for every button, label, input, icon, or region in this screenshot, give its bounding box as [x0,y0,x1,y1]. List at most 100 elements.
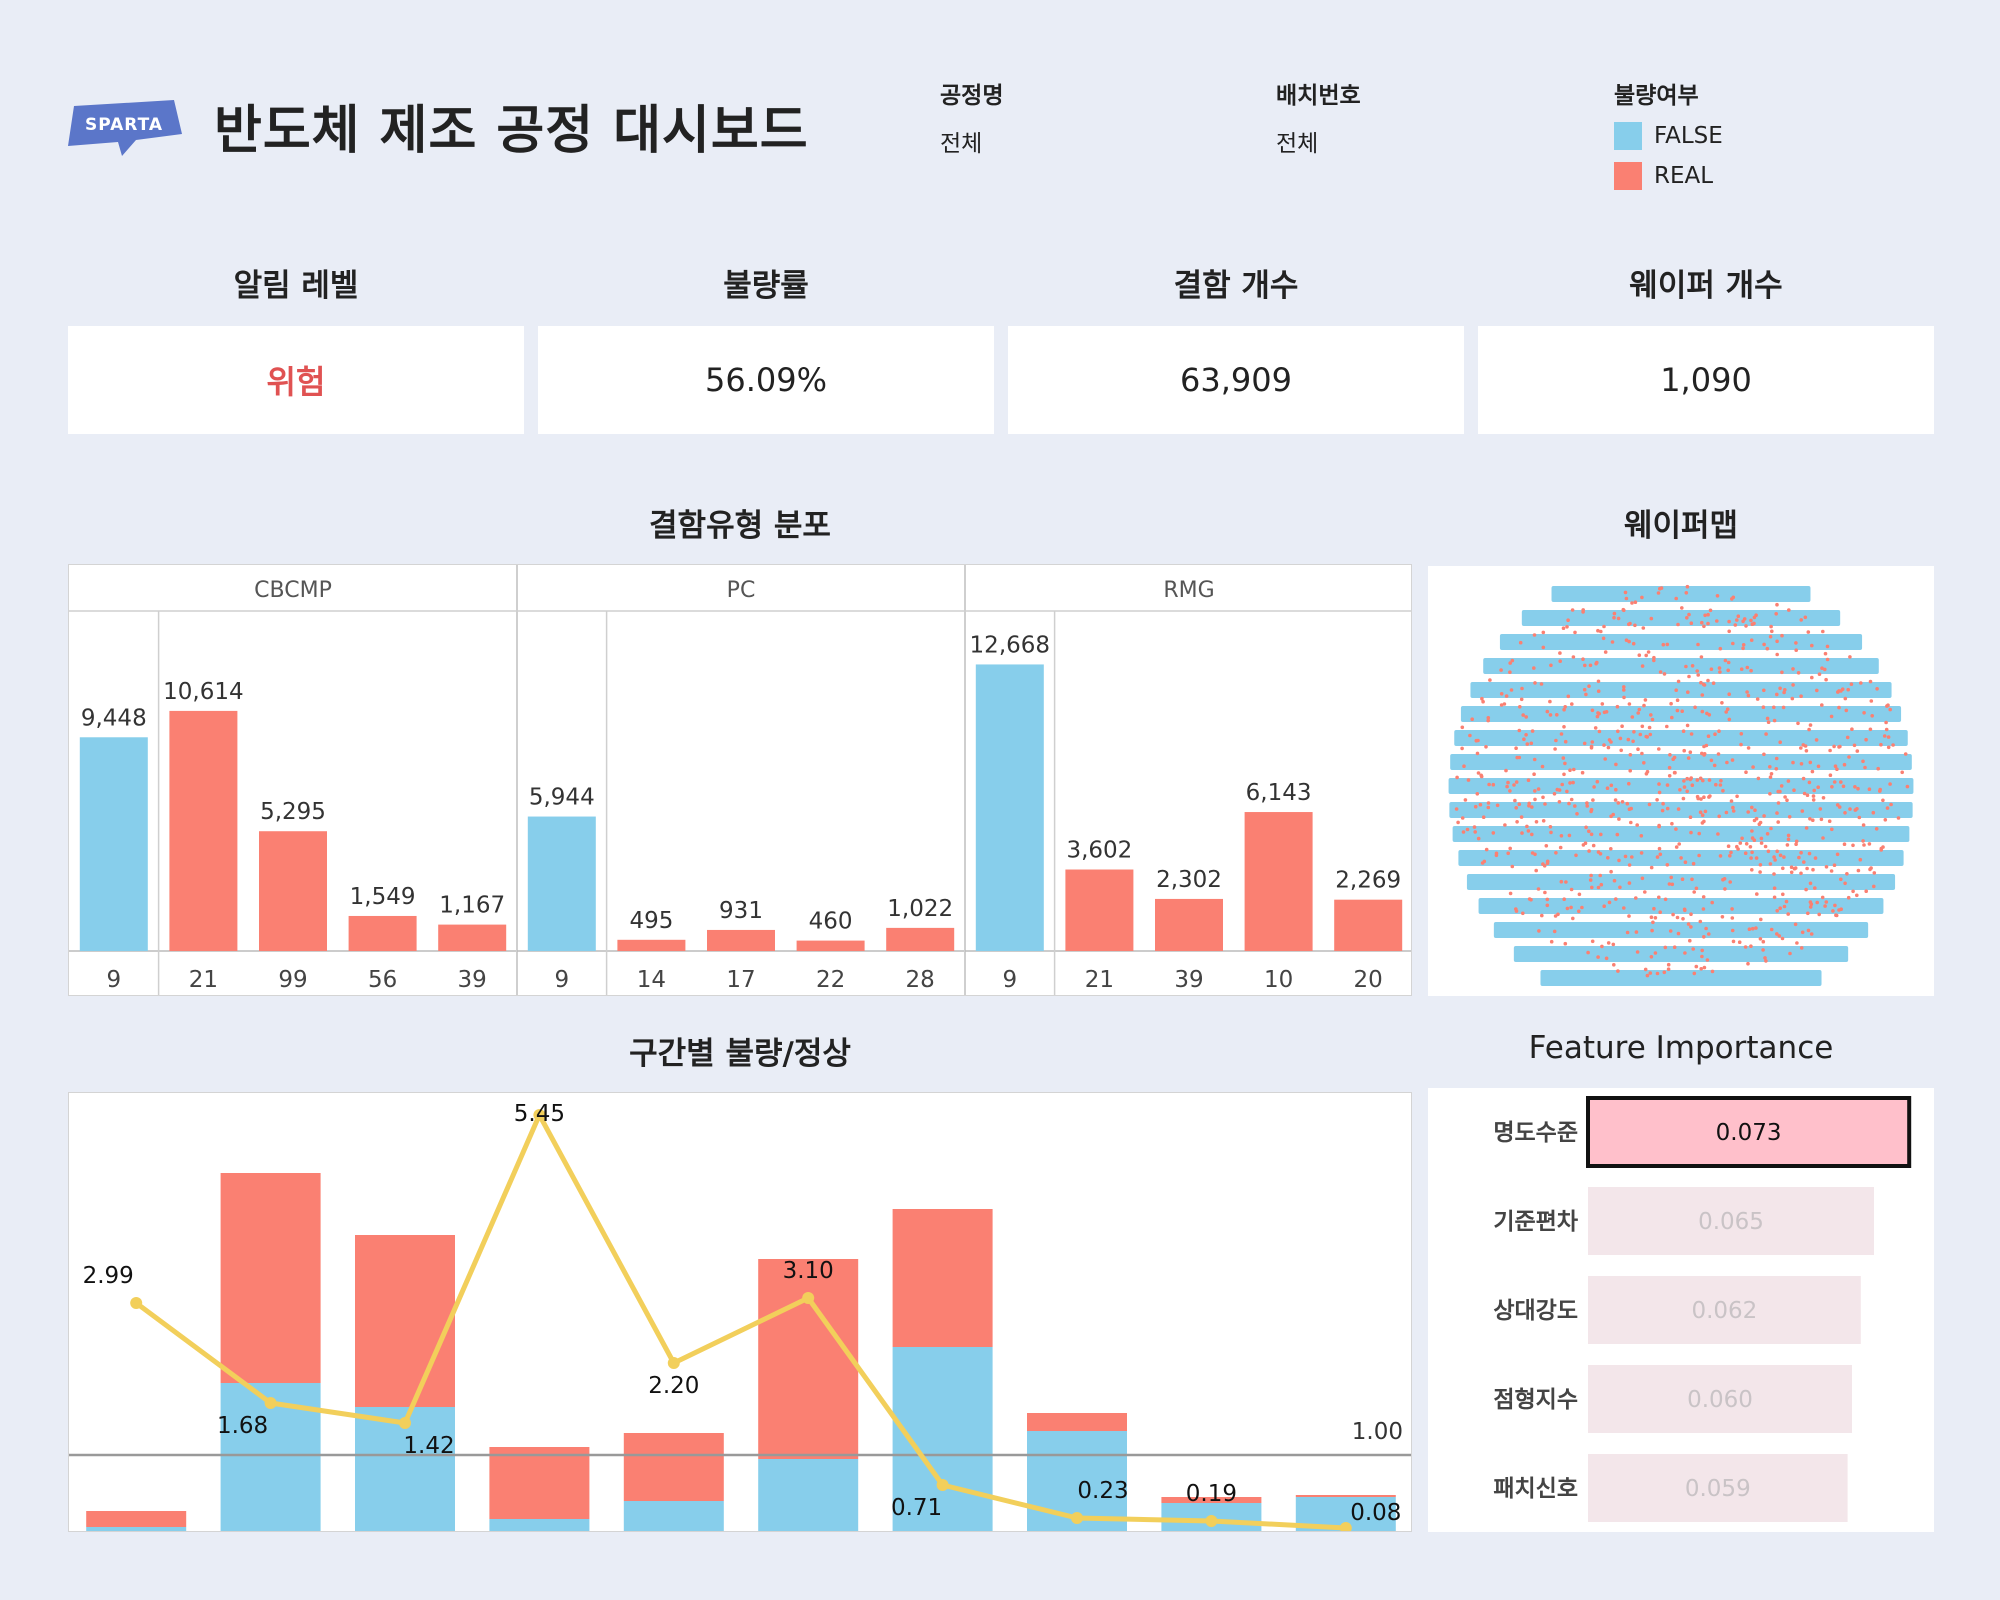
defect-dot [1808,905,1813,909]
defect-dot [1626,737,1631,742]
defect-dot [1758,937,1763,941]
defect-dot [1759,841,1764,845]
defect-dot [1765,716,1770,721]
defect-dot [1569,797,1574,802]
defect-dot [1783,688,1787,692]
feature-importance-chart[interactable]: 명도수준 0.073 기준편차 0.065 상대강도 0.062 점형지수 0.060 패치신호… [1428,1088,1934,1532]
defect-dot [1552,929,1557,934]
defect-dot [1536,887,1541,891]
defect-dot [1612,878,1617,883]
defect-dot [1711,681,1716,685]
batch-filter-value[interactable]: 전체 [1276,131,1319,157]
defect-dot [1685,789,1689,794]
defect-dot [1861,823,1866,827]
defect-dot [1828,773,1833,777]
wafer-stripe [1551,586,1811,602]
defect-dot [1614,897,1618,901]
legend-item-real[interactable]: REAL [1614,162,1723,190]
bar-pc-22 [796,940,865,951]
defect-dot [1746,810,1750,814]
defect-dot [1533,852,1537,857]
defect-dot [1778,906,1782,910]
defect-dot [1625,930,1630,935]
defect-dot [1784,899,1789,904]
defect-dot [1741,643,1746,647]
defect-dot [1563,705,1567,709]
feature-value-label: 0.059 [1685,1476,1751,1502]
defect-dot [1580,770,1585,775]
x-tick-label: 56 [368,967,397,993]
defect-dot [1824,677,1828,682]
legend-swatch-real [1614,162,1642,190]
defect-dot [1832,744,1836,749]
defect-dot [1681,917,1685,921]
defect-dot [1717,814,1721,819]
ratio-point-3 [399,1417,411,1429]
defect-dot [1723,658,1728,663]
defect-dot [1685,723,1690,728]
defect-dot [1720,701,1724,705]
interval-combo-chart[interactable]: 1.00 2.99 1.68 1.42 5.45 2.20 3.10 0.71 0.23 0.19… [68,1092,1412,1532]
defect-dot [1750,868,1754,872]
process-filter-value[interactable]: 전체 [940,131,983,157]
defect-dot [1527,804,1531,808]
defect-dot [1830,827,1834,832]
defect-dot [1622,695,1626,700]
defect-dot [1861,839,1865,843]
defect-dot [1675,915,1680,920]
defect-dot [1875,687,1879,691]
defect-dot [1703,613,1707,618]
defect-dot [1640,595,1644,600]
kpi-wafer-count-value: 1,090 [1478,326,1934,434]
defect-dot [1543,802,1547,806]
legend-item-false[interactable]: FALSE [1614,122,1723,150]
defect-dot [1631,739,1635,744]
defect-dot [1630,855,1634,859]
x-tick-label: 39 [458,967,487,993]
defect-dot [1589,873,1593,878]
defect-dot [1715,594,1720,598]
defect-dot [1681,729,1686,733]
defect-distribution-chart[interactable]: CBCMP9,448910,614215,295991,549561,16739… [68,564,1412,996]
defect-dot [1853,785,1857,789]
bar-value-label: 5,295 [260,799,326,825]
stack-bar-real-5 [623,1433,724,1501]
defect-dot [1530,729,1535,733]
defect-dot [1851,889,1855,894]
defect-dot [1746,693,1751,698]
defect-dot [1642,761,1646,765]
defect-dot [1872,871,1877,875]
defect-dot [1779,784,1784,788]
defect-dot [1769,927,1774,932]
defect-dot [1829,869,1834,873]
defect-dot [1587,849,1591,853]
process-filter[interactable]: 공정명 전체 [940,76,1003,158]
defect-dot [1566,694,1571,699]
feature-value-label: 0.073 [1716,1120,1782,1146]
bar-value-label: 1,167 [439,893,505,919]
defect-dot [1730,907,1734,911]
defect-dot [1683,860,1688,864]
defect-dot [1616,969,1620,973]
defect-dot [1618,736,1623,741]
defect-dot [1635,950,1640,954]
wafer-map-chart[interactable] [1428,566,1934,996]
defect-dot [1476,836,1481,841]
defect-dot [1544,844,1549,848]
defect-dot [1655,798,1659,802]
defect-dot [1562,772,1566,777]
defect-dot [1725,707,1730,711]
defect-dot [1665,724,1669,729]
defect-dot [1845,872,1849,876]
defect-dot [1735,618,1739,622]
batch-filter[interactable]: 배치번호 전체 [1276,76,1361,158]
stack-bar-real-1 [86,1511,187,1527]
ratio-label: 0.19 [1186,1481,1237,1507]
defect-dot [1651,920,1655,925]
defect-dot [1702,624,1706,629]
defect-dot [1672,945,1677,949]
defect-dot [1839,689,1843,693]
defect-dot [1588,878,1593,882]
defect-dot [1614,787,1618,792]
feature-label: 상대강도 [1493,1298,1578,1324]
